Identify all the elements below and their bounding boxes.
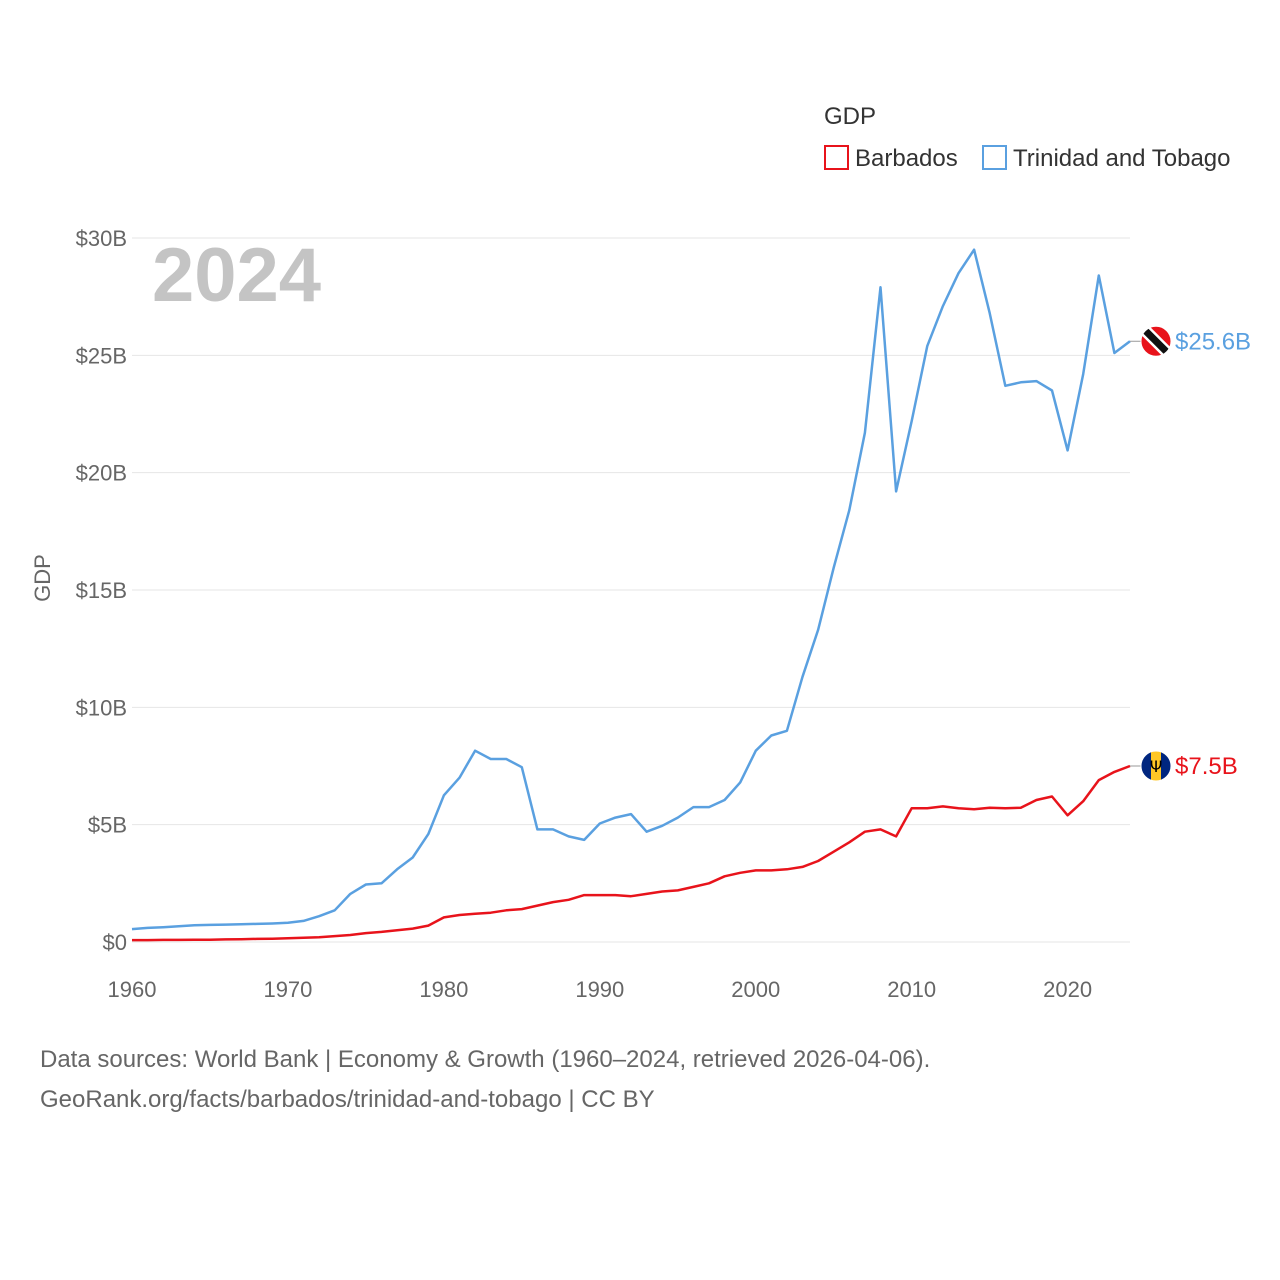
y-tick-label: $0 — [103, 930, 127, 955]
y-tick-label: $30B — [76, 226, 127, 251]
legend-label-barbados[interactable]: Barbados — [855, 145, 958, 172]
footer-source-line: Data sources: World Bank | Economy & Gro… — [40, 1046, 931, 1073]
x-tick-label: 2000 — [731, 977, 780, 1002]
y-axis-title: GDP — [30, 554, 55, 602]
series-line-barbados[interactable] — [132, 764, 1131, 942]
legend-title: GDP — [824, 103, 876, 130]
end-value-label-trinidad-and-tobago: $25.6B — [1175, 328, 1251, 355]
y-tick-label: $5B — [88, 813, 127, 838]
x-tick-label: 2010 — [887, 977, 936, 1002]
trinidad-and-tobago-flag-icon — [1141, 326, 1171, 357]
y-tick-label: $25B — [76, 343, 127, 368]
y-axis-ticks: $0 $5B $10B $15B $20B $25B $30B — [76, 226, 127, 955]
series-line-trinidad-and-tobago[interactable] — [131, 248, 1131, 931]
svg-text:Ψ: Ψ — [1150, 757, 1163, 776]
footer-link-line[interactable]: GeoRank.org/facts/barbados/trinidad-and-… — [40, 1086, 655, 1113]
x-tick-label: 1980 — [419, 977, 468, 1002]
end-value-label-barbados: $7.5B — [1175, 753, 1238, 780]
data-source-footer: Data sources: World Bank | Economy & Gro… — [40, 1040, 930, 1120]
x-axis-ticks: 1960 1970 1980 1990 2000 2010 2020 — [108, 977, 1093, 1002]
series-lines — [131, 248, 1131, 942]
barbados-flag-icon: Ψ — [1141, 751, 1171, 781]
y-tick-label: $20B — [76, 461, 127, 486]
year-watermark: 2024 — [152, 233, 321, 318]
x-tick-label: 2020 — [1043, 977, 1092, 1002]
legend-swatch-barbados[interactable] — [824, 145, 849, 170]
x-tick-label: 1990 — [575, 977, 624, 1002]
x-tick-label: 1970 — [263, 977, 312, 1002]
y-tick-label: $10B — [76, 695, 127, 720]
gridlines — [132, 237, 1130, 943]
legend[interactable]: GDP Barbados Trinidad and Tobago — [824, 103, 1231, 172]
legend-swatch-trinidad-and-tobago[interactable] — [982, 145, 1007, 170]
series-end-labels: Ψ $7.5B $25.6B — [1130, 325, 1251, 782]
y-tick-label: $15B — [76, 578, 127, 603]
x-tick-label: 1960 — [108, 977, 157, 1002]
legend-label-trinidad-and-tobago[interactable]: Trinidad and Tobago — [1013, 145, 1231, 172]
